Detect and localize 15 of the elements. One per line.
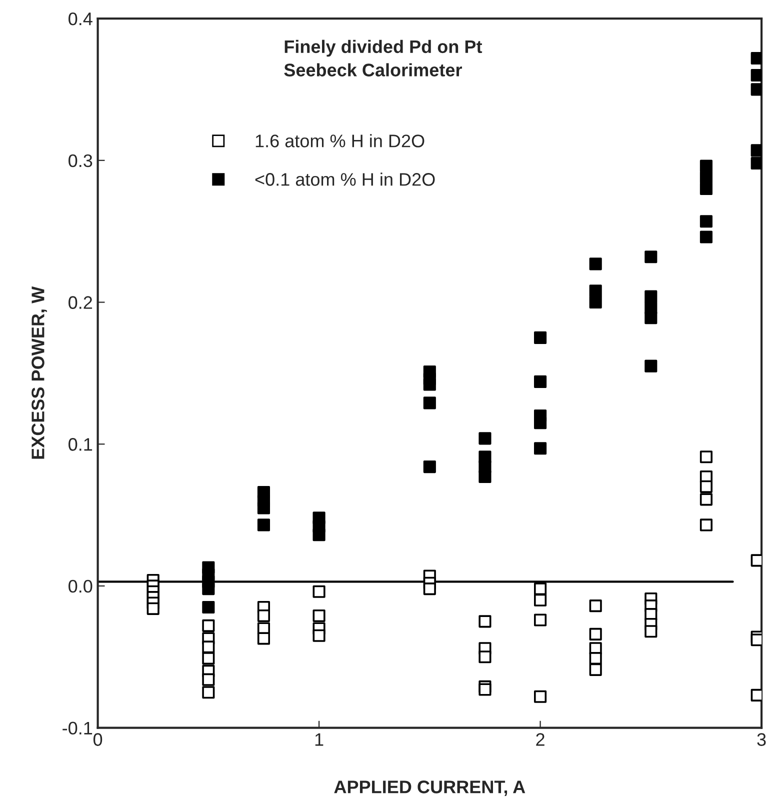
y-tick-label: -0.1 xyxy=(62,722,92,735)
y-axis-title: EXCESS POWER, W xyxy=(32,286,47,459)
annotation: Finely divided Pd on Pt Seebeck Calorimeter xyxy=(284,40,482,76)
y-tick-label: 0.4 xyxy=(68,12,92,26)
y-tick-label: 0.3 xyxy=(68,154,92,168)
x-tick-label: 1 xyxy=(315,733,324,746)
y-tick-label: 0.0 xyxy=(68,580,92,593)
y-tick-label: 0.2 xyxy=(68,296,92,309)
x-tick-label: 2 xyxy=(536,733,544,746)
x-tick-label: 0 xyxy=(93,733,102,746)
y-tick-label: 0.1 xyxy=(68,438,92,451)
x-tick-label: 3 xyxy=(757,733,766,746)
x-axis-title: APPLIED CURRENT, A xyxy=(334,780,526,796)
legend-label: 1.6 atom % H in D2O xyxy=(256,134,424,148)
legend-label: <0.1 atom % H in D2O xyxy=(255,172,435,186)
